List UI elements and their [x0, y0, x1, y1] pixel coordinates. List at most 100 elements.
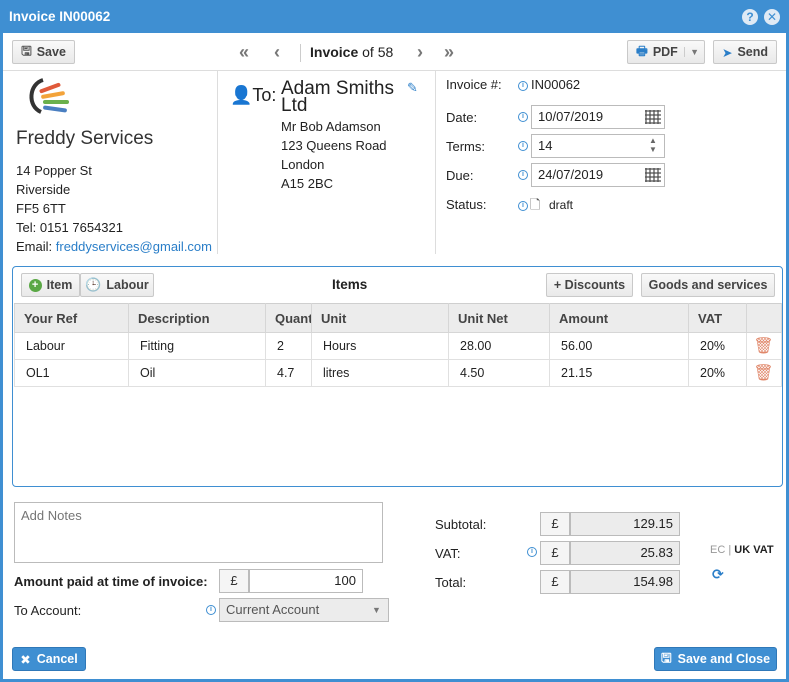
- discounts-label: + Discounts: [553, 278, 626, 292]
- stepper-arrows-icon[interactable]: ▲ ▼: [649, 136, 657, 154]
- amount-paid-field[interactable]: 100: [249, 569, 363, 593]
- invoice-number-label: Invoice #:: [446, 77, 502, 92]
- pdf-button[interactable]: 🖶 PDF ▼: [627, 40, 705, 64]
- currency-symbol: £: [540, 541, 570, 565]
- discounts-button[interactable]: + Discounts: [546, 273, 633, 297]
- column-header[interactable]: VAT: [688, 303, 747, 333]
- cell-description[interactable]: Oil: [128, 359, 266, 387]
- customer-address: Mr Bob Adamson 123 Queens Road London A1…: [281, 117, 387, 193]
- customer-address-line: London: [281, 157, 325, 172]
- cell-vat[interactable]: 20%: [688, 332, 747, 360]
- table-row[interactable]: Labour Fitting 2 Hours 28.00 56.00 20% 🗑: [14, 332, 782, 360]
- save-button-label: Save: [36, 45, 66, 59]
- currency-symbol: £: [540, 512, 570, 536]
- send-button[interactable]: ➤ Send: [713, 40, 777, 64]
- clock-icon: 🕒: [85, 277, 102, 292]
- cell-unit[interactable]: Hours: [311, 332, 449, 360]
- add-item-button[interactable]: + Item: [21, 273, 80, 297]
- vat-scheme-separator: |: [728, 544, 732, 556]
- help-icon[interactable]: ?: [742, 9, 758, 25]
- date-value: 10/07/2019: [538, 109, 604, 124]
- printer-icon: 🖶: [636, 43, 648, 58]
- info-icon: i: [518, 112, 528, 122]
- save-button[interactable]: 🖫 Save: [12, 40, 75, 64]
- cell-quantity[interactable]: 4.7: [265, 359, 312, 387]
- column-header[interactable]: Unit Net: [448, 303, 550, 333]
- next-invoice-icon[interactable]: ›: [417, 42, 423, 62]
- to-account-select[interactable]: Current Account ▼: [219, 598, 389, 622]
- pdf-button-label: PDF: [652, 45, 678, 59]
- cell-amount[interactable]: 56.00: [549, 332, 689, 360]
- close-icon[interactable]: ✕: [764, 9, 780, 25]
- due-date-field[interactable]: 24/07/2019: [531, 163, 665, 187]
- cell-unit-net[interactable]: 4.50: [448, 359, 550, 387]
- cell-ref[interactable]: Labour: [14, 332, 129, 360]
- cell-amount[interactable]: 21.15: [549, 359, 689, 387]
- date-field[interactable]: 10/07/2019: [531, 105, 665, 129]
- column-header-actions: [746, 303, 782, 333]
- subtotal-value: 129.15: [570, 512, 680, 536]
- plus-circle-icon: +: [28, 278, 42, 292]
- company-email-label: Email:: [16, 239, 53, 254]
- notes-field[interactable]: [14, 502, 383, 563]
- cancel-button-label: Cancel: [36, 652, 78, 666]
- trash-icon[interactable]: 🗑: [746, 359, 782, 387]
- company-address: 14 Popper St Riverside FF5 6TT Tel: 0151…: [16, 161, 212, 256]
- goods-and-services-button[interactable]: Goods and services: [641, 273, 775, 297]
- status-label: Status:: [446, 197, 487, 212]
- column-header[interactable]: Unit: [311, 303, 449, 333]
- cell-unit[interactable]: litres: [311, 359, 449, 387]
- document-icon: 🗋: [530, 197, 541, 212]
- add-labour-button[interactable]: 🕒 Labour: [80, 273, 154, 297]
- first-invoice-icon[interactable]: «: [239, 42, 250, 62]
- calendar-icon[interactable]: [645, 168, 661, 182]
- save-and-close-button[interactable]: 🖫 Save and Close: [654, 647, 777, 671]
- cell-ref[interactable]: OL1: [14, 359, 129, 387]
- cell-description[interactable]: Fitting: [128, 332, 266, 360]
- column-header[interactable]: Amount: [549, 303, 689, 333]
- cell-quantity[interactable]: 2: [265, 332, 312, 360]
- invoice-number: IN00062: [531, 77, 581, 92]
- invoice-pager: Invoice of 58: [300, 44, 393, 62]
- edit-customer-icon[interactable]: ✎: [407, 80, 418, 95]
- floppy-disk-icon: 🖫: [21, 43, 32, 58]
- calendar-icon[interactable]: [645, 110, 661, 124]
- customer-address-line: A15 2BC: [281, 176, 334, 191]
- vat-label: VAT:: [435, 546, 461, 561]
- pager-count: of 58: [362, 44, 394, 60]
- column-header[interactable]: Quant: [265, 303, 312, 333]
- cancel-button[interactable]: ✖ Cancel: [12, 647, 86, 671]
- vat-scheme-ec[interactable]: EC: [710, 544, 726, 556]
- window-title: Invoice IN00062: [9, 9, 111, 24]
- previous-invoice-icon[interactable]: ‹: [274, 42, 280, 62]
- terms-value: 14: [538, 138, 553, 153]
- table-row[interactable]: OL1 Oil 4.7 litres 4.50 21.15 20% 🗑: [14, 359, 782, 387]
- customer-name: Adam Smiths Ltd: [281, 78, 394, 116]
- cell-unit-net[interactable]: 28.00: [448, 332, 550, 360]
- to-label-group: 👤To:: [230, 85, 276, 106]
- column-header[interactable]: Description: [128, 303, 266, 333]
- info-icon: i: [527, 547, 537, 557]
- terms-label: Terms:: [446, 139, 485, 154]
- goods-and-services-label: Goods and services: [648, 278, 768, 292]
- trash-icon[interactable]: 🗑: [746, 332, 782, 360]
- last-invoice-icon[interactable]: »: [444, 42, 455, 62]
- items-table: Your Ref Description Quant Unit Unit Net…: [14, 303, 782, 387]
- vat-scheme-uk[interactable]: UK VAT: [734, 544, 774, 556]
- to-account-value: Current Account: [226, 602, 320, 617]
- terms-stepper[interactable]: 14 ▲ ▼: [531, 134, 665, 158]
- status-value: draft: [549, 198, 574, 212]
- company-logo: [23, 76, 75, 120]
- chevron-down-icon[interactable]: ▼: [684, 47, 699, 57]
- company-email-link[interactable]: freddyservices@gmail.com: [55, 239, 212, 254]
- cell-vat[interactable]: 20%: [688, 359, 747, 387]
- refresh-icon[interactable]: ⟳: [712, 566, 724, 582]
- user-icon: 👤: [230, 85, 253, 105]
- column-header[interactable]: Your Ref: [14, 303, 129, 333]
- date-label: Date:: [446, 110, 478, 125]
- customer-address-line: 123 Queens Road: [281, 138, 387, 153]
- amount-paid-label: Amount paid at time of invoice:: [14, 574, 208, 589]
- save-and-close-label: Save and Close: [677, 652, 771, 666]
- chevron-down-icon[interactable]: ▼: [372, 605, 381, 615]
